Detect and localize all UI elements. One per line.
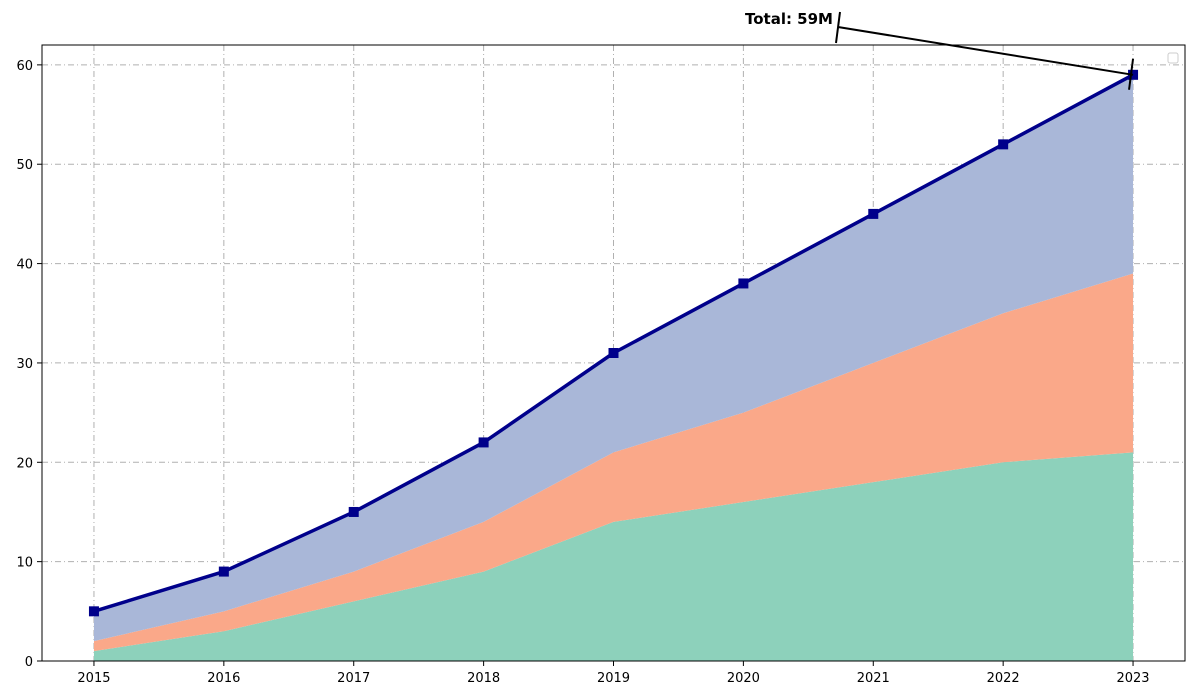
annotation-callout-tick bbox=[835, 11, 841, 44]
annotation-group: Total: 59M bbox=[745, 10, 1135, 90]
x-tick-label: 2022 bbox=[987, 671, 1020, 686]
annotation-label: Total: 59M bbox=[745, 10, 833, 28]
x-tick-label: 2021 bbox=[857, 671, 890, 686]
x-tick-label: 2017 bbox=[337, 671, 370, 686]
x-tick-label: 2018 bbox=[467, 671, 500, 686]
legend-box bbox=[1167, 52, 1179, 64]
x-tick-label: 2016 bbox=[207, 671, 240, 686]
annotation-leader-line bbox=[837, 26, 1134, 76]
x-tick-label: 2015 bbox=[77, 671, 110, 686]
total-marker bbox=[608, 348, 619, 358]
total-marker bbox=[478, 437, 489, 448]
x-tick-label: 2019 bbox=[597, 671, 630, 686]
total-marker bbox=[218, 566, 229, 577]
total-marker bbox=[868, 208, 879, 219]
y-tick-label: 60 bbox=[16, 59, 33, 74]
total-marker bbox=[738, 278, 749, 289]
annotation-target-tick bbox=[1128, 58, 1135, 90]
total-marker bbox=[998, 139, 1009, 150]
y-tick-label: 30 bbox=[16, 357, 33, 372]
y-tick-label: 20 bbox=[16, 456, 33, 471]
total-marker bbox=[88, 606, 99, 617]
y-tick-label: 40 bbox=[16, 258, 33, 273]
area-series-1 bbox=[93, 452, 1134, 661]
y-tick-label: 10 bbox=[16, 556, 33, 571]
x-tick-label: 2020 bbox=[727, 671, 760, 686]
tick-group: 2015 2016 2017 2018 2019 2020 2021 2022 2023 0 10 2… bbox=[16, 59, 1149, 686]
y-tick-label: 50 bbox=[16, 158, 33, 173]
y-tick-label: 0 bbox=[25, 655, 33, 670]
area-series-2 bbox=[93, 273, 1134, 652]
x-tick-label: 2023 bbox=[1116, 671, 1149, 686]
total-marker bbox=[348, 506, 359, 517]
